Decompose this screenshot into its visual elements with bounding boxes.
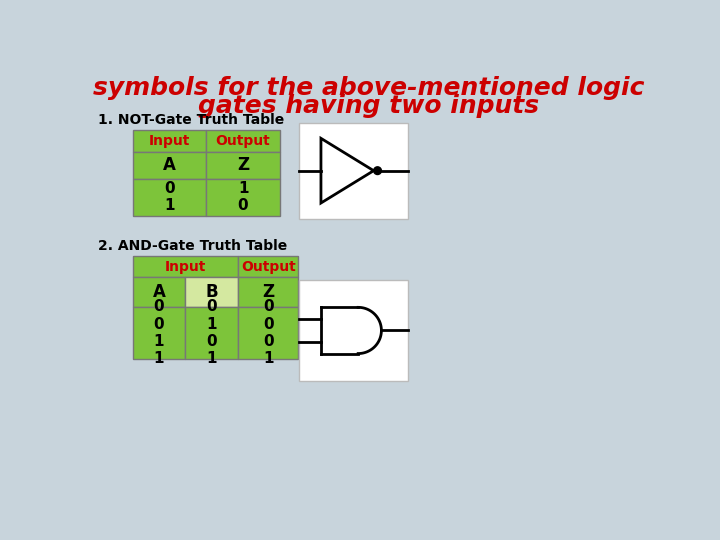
FancyBboxPatch shape bbox=[132, 307, 185, 359]
FancyBboxPatch shape bbox=[185, 278, 238, 307]
Text: 0
0
1
1: 0 0 1 1 bbox=[153, 299, 164, 366]
Text: 2. AND-Gate Truth Table: 2. AND-Gate Truth Table bbox=[98, 239, 287, 253]
FancyBboxPatch shape bbox=[238, 256, 299, 278]
Text: Input: Input bbox=[165, 260, 206, 274]
FancyBboxPatch shape bbox=[132, 179, 206, 215]
Text: 1. NOT-Gate Truth Table: 1. NOT-Gate Truth Table bbox=[98, 113, 284, 127]
Text: Output: Output bbox=[241, 260, 296, 274]
Text: Input: Input bbox=[149, 134, 190, 148]
Text: A: A bbox=[163, 156, 176, 174]
FancyBboxPatch shape bbox=[132, 130, 206, 152]
FancyBboxPatch shape bbox=[300, 280, 408, 381]
Text: gates having two inputs: gates having two inputs bbox=[199, 93, 539, 118]
FancyBboxPatch shape bbox=[132, 152, 206, 179]
FancyBboxPatch shape bbox=[132, 278, 185, 307]
FancyBboxPatch shape bbox=[206, 152, 280, 179]
FancyBboxPatch shape bbox=[238, 278, 299, 307]
FancyBboxPatch shape bbox=[206, 179, 280, 215]
FancyBboxPatch shape bbox=[238, 307, 299, 359]
FancyBboxPatch shape bbox=[185, 307, 238, 359]
Circle shape bbox=[374, 167, 382, 174]
Text: 0
1
0
1: 0 1 0 1 bbox=[207, 299, 217, 366]
Text: 0
0
0
1: 0 0 0 1 bbox=[263, 299, 274, 366]
Text: Z: Z bbox=[262, 283, 274, 301]
FancyBboxPatch shape bbox=[300, 123, 408, 219]
Text: 1
0: 1 0 bbox=[238, 181, 248, 213]
FancyBboxPatch shape bbox=[206, 130, 280, 152]
Text: Output: Output bbox=[216, 134, 271, 148]
FancyBboxPatch shape bbox=[132, 256, 238, 278]
Text: Z: Z bbox=[237, 156, 249, 174]
Text: symbols for the above-mentioned logic: symbols for the above-mentioned logic bbox=[94, 76, 644, 100]
Text: 0
1: 0 1 bbox=[164, 181, 175, 213]
Text: A: A bbox=[153, 283, 166, 301]
Text: B: B bbox=[205, 283, 218, 301]
